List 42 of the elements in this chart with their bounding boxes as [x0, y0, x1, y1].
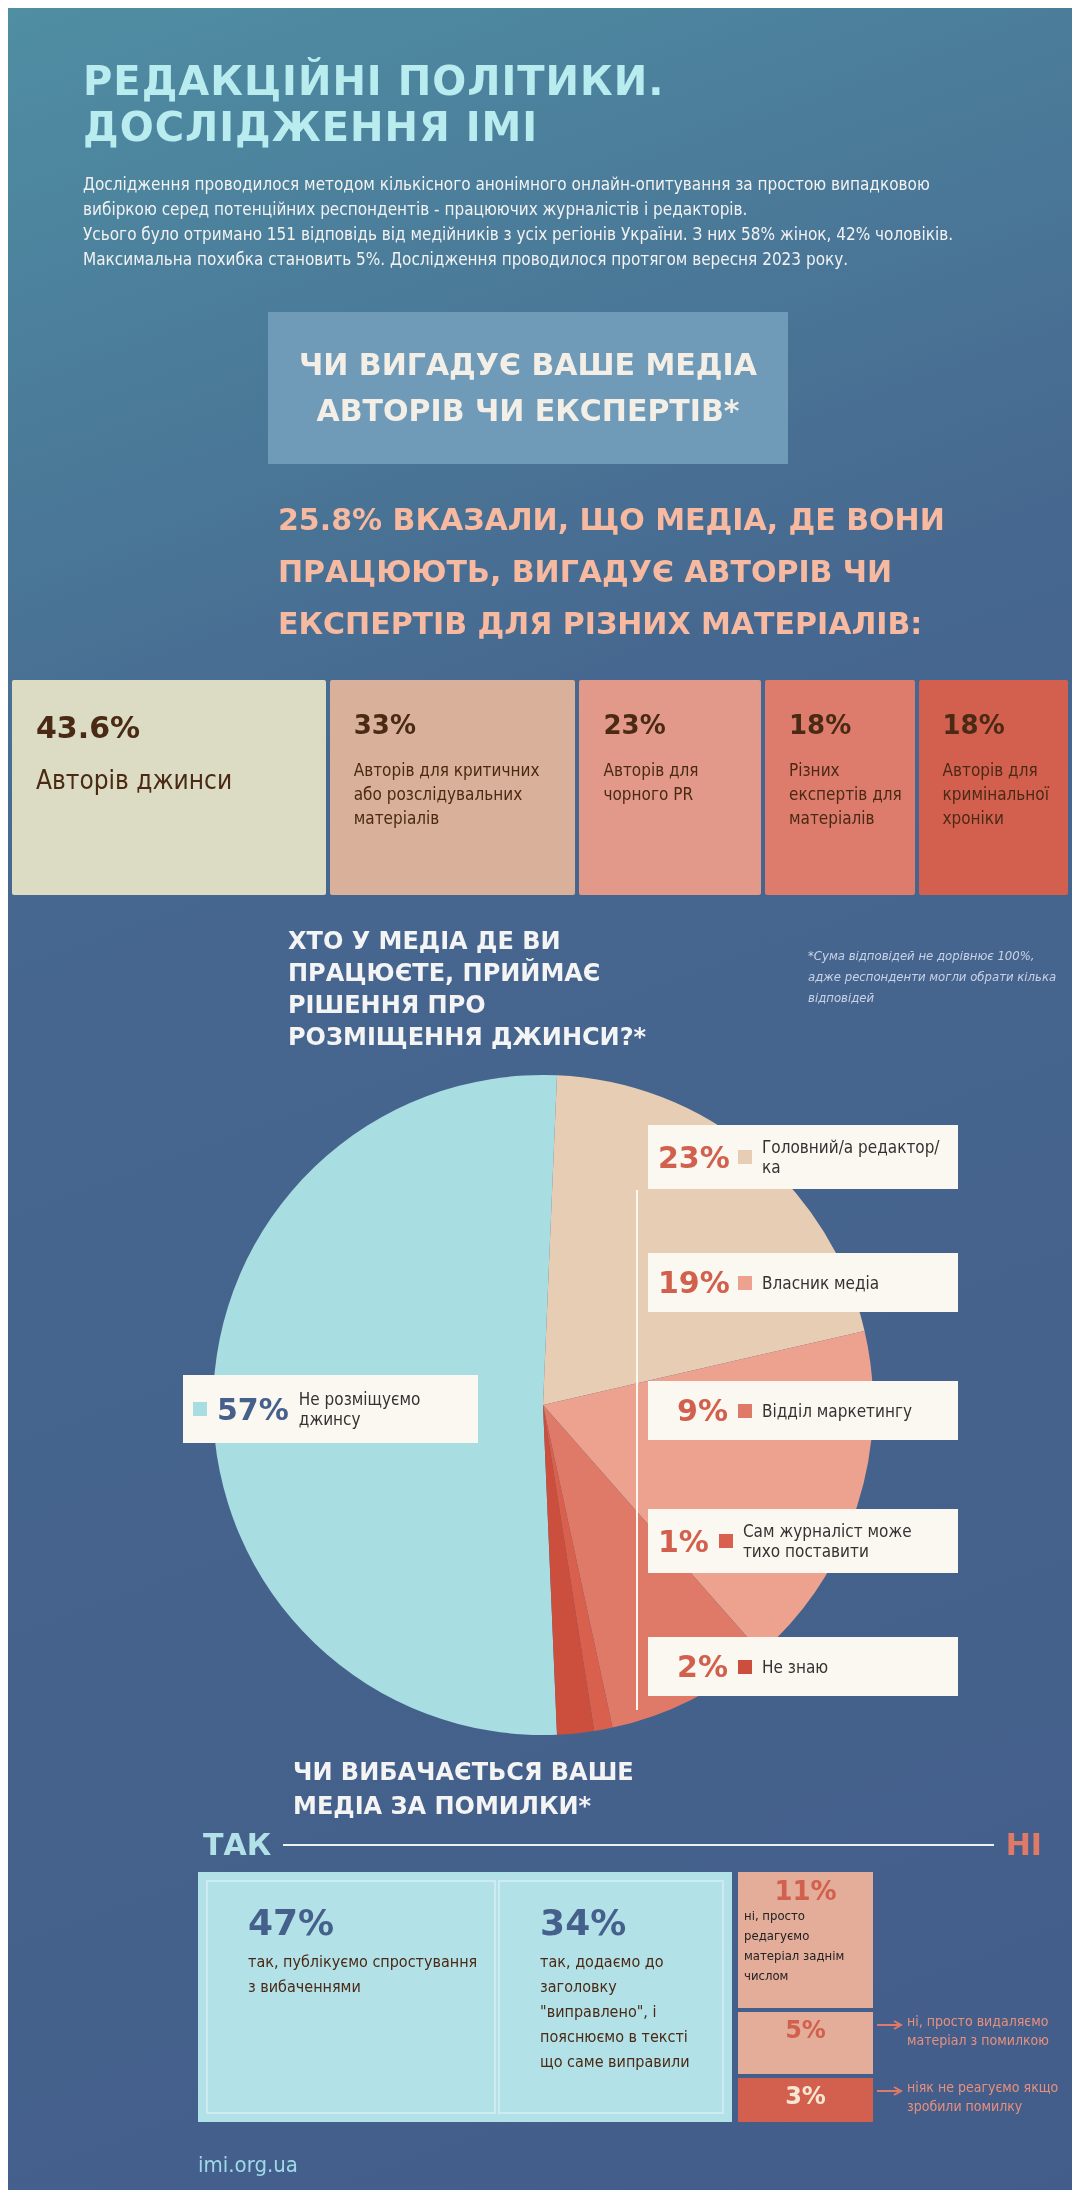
legend-label: Не знаю — [762, 1656, 829, 1677]
text: ЧИ ВИБАЧАЄТЬСЯ ВАШЕ МЕДІА ЗА ПОМИЛКИ* — [293, 1757, 635, 1822]
text: Дослідження проводилося методом кількісного анонімного онлайн-опитування за простою випадковою вибіркою серед потенційних респондентів - працюючих журналістів і редакторів. Усього було отримано 151 відповідь від медійників з усіх регіонів України. З них 58% жінок, 42% чоловіків. Максимальна похибка становить 5%. Дослідження проводилося протягом вересня 2023 року. — [83, 173, 955, 271]
data-label: 18% — [789, 710, 853, 740]
category-label: ні, просто видаляємо матеріал з помилкою — [907, 2012, 1050, 2051]
text: imi.org.ua — [198, 2152, 299, 2177]
text: ТАК — [203, 1827, 272, 1862]
legend-label: Власник медіа — [762, 1272, 880, 1293]
data-label: 9% — [676, 1393, 728, 1428]
text: ЧИ ВИГАДУЄ ВАШЕ МЕДІА АВТОРІВ ЧИ ЕКСПЕРТІВ* — [268, 312, 788, 464]
data-label: 57% — [217, 1391, 289, 1427]
category-label: Авторів для чорного PR — [603, 759, 700, 806]
data-label: 2% — [676, 1649, 728, 1684]
category-label: так, публікуємо спростування з вибаченнями — [248, 1951, 479, 1998]
data-label: 5% — [784, 2016, 827, 2045]
text: НІ — [1005, 1827, 1042, 1862]
text: 25.8% ВКАЗАЛИ, ЩО МЕДІА, ДЕ ВОНИ ПРАЦЮЮТЬ, ВИГАДУЄ АВТОРІВ ЧИ ЕКСПЕРТІВ ДЛЯ РІЗНИХ МАТЕРІАЛІВ: — [278, 501, 946, 643]
data-label: 33% — [353, 710, 417, 740]
data-label: 18% — [942, 710, 1006, 740]
legend-label: Відділ маркетингу — [762, 1400, 912, 1421]
data-label: 3% — [784, 2082, 827, 2110]
data-label: 34% — [540, 1902, 628, 1943]
slice-label: Не розміщуємо джинсу — [298, 1389, 422, 1429]
category-label: ні, просто редагуємо матеріал заднім числом — [744, 1907, 846, 1985]
chart-title: ХТО У МЕДІА ДЕ ВИ ПРАЦЮЄТЕ, ПРИЙМАЄ РІШЕННЯ ПРО РОЗМІЩЕННЯ ДЖИНСИ?* — [288, 926, 648, 1053]
data-label: 19% — [658, 1265, 730, 1300]
data-label: 23% — [658, 1139, 730, 1175]
legend-label: Сам журналіст може тихо поставити — [742, 1521, 913, 1561]
category-label: так, додаємо до заголовку "виправлено", і пояснюємо в тексті що саме виправили — [540, 1951, 691, 2073]
text: РЕДАКЦІЙНІ ПОЛІТИКИ. ДОСЛІДЖЕННЯ ІМІ — [83, 58, 666, 150]
data-label: 47% — [248, 1902, 336, 1943]
text: *Сума відповідей не дорівнює 100%, адже респонденти могли обрати кілька відповідей — [808, 947, 1058, 1007]
data-label: 23% — [603, 710, 667, 740]
data-label: 43.6% — [36, 710, 142, 745]
legend-label: Головний/а редактор/ка — [762, 1137, 941, 1177]
data-label: 1% — [658, 1523, 709, 1559]
category-label: Авторів джинси — [36, 764, 234, 797]
category-label: Авторів для кримінальної хроніки — [942, 759, 1050, 830]
data-label: 11% — [773, 1876, 838, 1906]
category-label: ніяк не реагуємо якщо зробили помилку — [907, 2078, 1060, 2116]
category-label: Авторів для критичних або розслідувальних матеріалів — [353, 759, 541, 830]
category-label: Різних експертів для матеріалів — [789, 759, 903, 830]
